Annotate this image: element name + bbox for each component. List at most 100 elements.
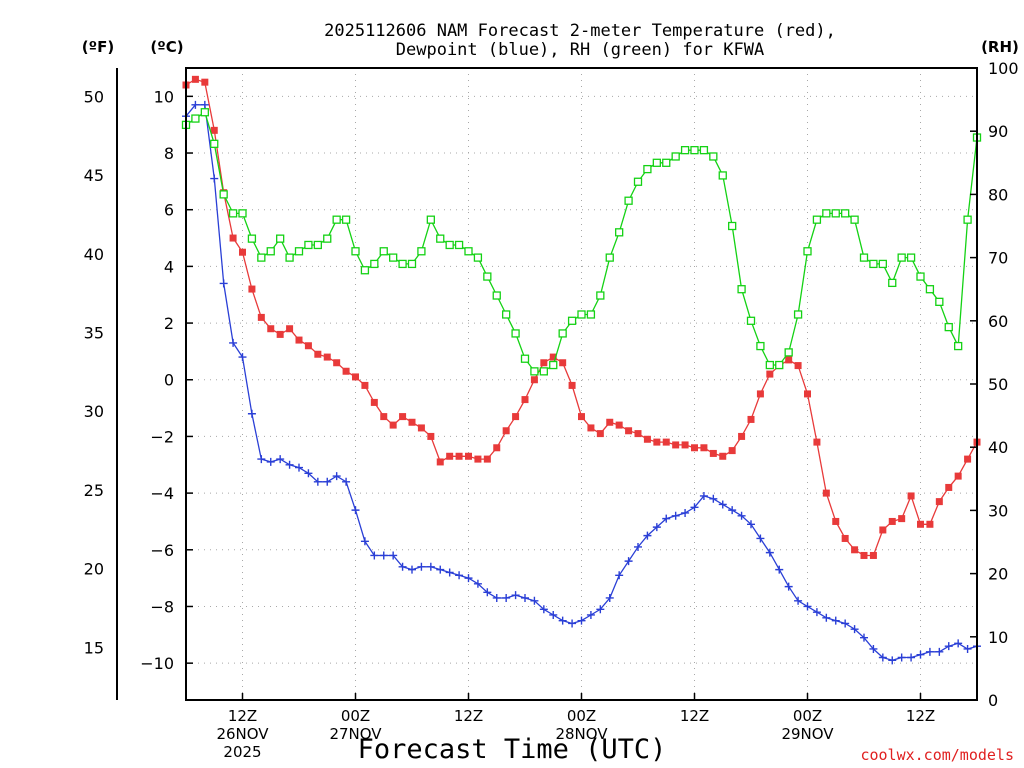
rh-point <box>916 272 925 281</box>
rh-point <box>323 234 332 243</box>
rh-point <box>615 228 624 237</box>
rh-point <box>191 114 200 123</box>
temperature-point <box>276 330 284 338</box>
temperature-point <box>662 438 670 446</box>
temperature-point <box>822 489 830 497</box>
rh-point <box>812 215 822 224</box>
temperature-point <box>926 520 934 528</box>
time-tick-label: 12Z <box>228 707 257 725</box>
dewpoint-point <box>257 455 266 464</box>
time-tick-label: 27NOV <box>329 725 382 743</box>
temperature-point <box>530 376 538 384</box>
dewpoint-point <box>615 571 624 580</box>
temperature-point <box>813 438 821 446</box>
temperature-point <box>333 359 341 367</box>
temperature-point <box>201 78 209 86</box>
dewpoint-point <box>812 608 821 617</box>
dewpoint-point <box>266 457 275 466</box>
celsius-tick-label: 0 <box>164 371 174 390</box>
dewpoint-point <box>860 633 868 642</box>
temperature-point <box>935 498 943 506</box>
dewpoint-point <box>822 613 831 622</box>
dewpoint-point <box>624 557 633 566</box>
rh-point <box>869 259 878 269</box>
rh-point <box>276 234 285 243</box>
rh-point <box>407 259 417 269</box>
temperature-point <box>785 356 793 364</box>
dewpoint-point <box>954 639 963 648</box>
temperature-point <box>540 359 548 367</box>
temperature-point <box>483 455 491 463</box>
celsius-tick-label: −8 <box>150 597 174 616</box>
rh-point <box>389 253 398 262</box>
temperature-point <box>851 546 859 554</box>
temperature-point <box>879 526 887 534</box>
rh-tick-label: 30 <box>988 501 1008 520</box>
dewpoint-point <box>445 568 454 577</box>
dewpoint-point <box>784 582 793 591</box>
fahrenheit-tick-label: 45 <box>84 166 104 185</box>
rh-point <box>935 297 944 306</box>
rh-point <box>652 158 661 167</box>
rh-point <box>332 215 341 224</box>
rh-point <box>633 177 643 186</box>
rh-point <box>210 139 219 148</box>
data-series <box>181 75 982 665</box>
dewpoint-point <box>464 574 473 583</box>
temperature-point <box>389 421 397 429</box>
dewpoint-point <box>652 523 661 532</box>
dewpoint-point <box>436 565 445 574</box>
dewpoint-point <box>492 593 501 602</box>
dewpoint-point <box>473 579 482 588</box>
dewpoint-point <box>568 619 577 628</box>
dewpoint-point <box>455 571 464 580</box>
time-tick-label: 12Z <box>454 707 483 725</box>
temperature-point <box>474 455 482 463</box>
rh-point <box>426 215 435 224</box>
fahrenheit-tick-label: 25 <box>84 481 104 500</box>
temperature-point <box>427 432 435 440</box>
dewpoint-point <box>596 605 605 614</box>
dewpoint-point <box>718 500 727 509</box>
dewpoint-point <box>897 653 906 662</box>
rh-point <box>690 146 699 155</box>
temperature-point <box>832 517 840 525</box>
temperature-point <box>728 447 736 455</box>
temperature-point <box>361 381 369 389</box>
dewpoint-point <box>916 650 925 659</box>
time-tick-label: 12Z <box>906 707 935 725</box>
dewpoint-point <box>765 548 774 557</box>
rh-point <box>520 354 530 363</box>
rh-point <box>539 367 548 376</box>
rh-point <box>803 247 812 256</box>
rh-point <box>360 266 370 275</box>
temperature-point <box>794 362 802 370</box>
rh-point <box>737 285 746 294</box>
temperature-point <box>286 325 294 333</box>
rh-point <box>662 158 671 167</box>
rh-tick-label: 100 <box>988 59 1019 78</box>
temperature-point <box>352 373 359 381</box>
rh-point <box>511 329 520 338</box>
temperature-point <box>229 234 237 242</box>
fahrenheit-tick-label: 20 <box>84 560 104 579</box>
dewpoint-point <box>794 596 803 605</box>
temperature-point <box>643 435 651 443</box>
temperature-point <box>917 520 924 528</box>
rh-tick-label: 60 <box>988 312 1008 331</box>
temperature-point <box>615 421 623 429</box>
rh-point <box>680 146 690 155</box>
temperature-point <box>587 424 595 432</box>
dewpoint-point <box>709 494 718 503</box>
rh-point <box>605 253 614 262</box>
temperature-point <box>747 415 755 423</box>
dewpoint-point <box>662 514 671 523</box>
temperature-point <box>502 427 510 435</box>
rh-point <box>897 253 906 262</box>
rh-point <box>454 240 464 250</box>
rh-point <box>954 341 963 351</box>
dewpoint-point <box>539 605 548 614</box>
temperature-point <box>436 458 444 466</box>
time-tick-label: 2025 <box>223 743 261 761</box>
dewpoint-point <box>229 338 238 347</box>
